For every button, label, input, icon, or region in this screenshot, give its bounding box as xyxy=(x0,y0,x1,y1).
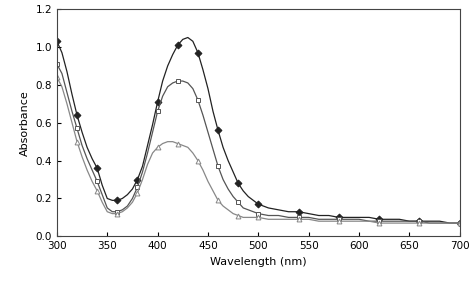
E xyxy=(54,75,60,79)
A xyxy=(386,218,392,221)
D xyxy=(236,201,241,204)
A xyxy=(447,221,453,225)
Line: E: E xyxy=(55,75,462,225)
A xyxy=(185,36,191,39)
E xyxy=(160,142,165,145)
D xyxy=(125,204,130,208)
E xyxy=(215,198,221,202)
D xyxy=(457,221,463,225)
Y-axis label: Absorbance: Absorbance xyxy=(20,90,30,155)
Line: A: A xyxy=(55,35,462,225)
A xyxy=(220,145,226,149)
A xyxy=(240,189,246,193)
A xyxy=(125,193,130,197)
E xyxy=(386,221,392,225)
A xyxy=(160,79,165,83)
E xyxy=(125,206,130,210)
D xyxy=(376,219,382,223)
A xyxy=(457,221,463,225)
E xyxy=(457,221,463,225)
A xyxy=(54,39,60,43)
E xyxy=(115,212,120,215)
Line: D: D xyxy=(55,62,462,225)
D xyxy=(160,95,165,98)
D xyxy=(427,221,432,225)
E xyxy=(376,221,382,225)
D xyxy=(54,62,60,66)
D xyxy=(215,165,221,168)
E xyxy=(236,214,241,217)
X-axis label: Wavelength (nm): Wavelength (nm) xyxy=(210,257,307,267)
A xyxy=(115,198,120,202)
D xyxy=(115,210,120,214)
